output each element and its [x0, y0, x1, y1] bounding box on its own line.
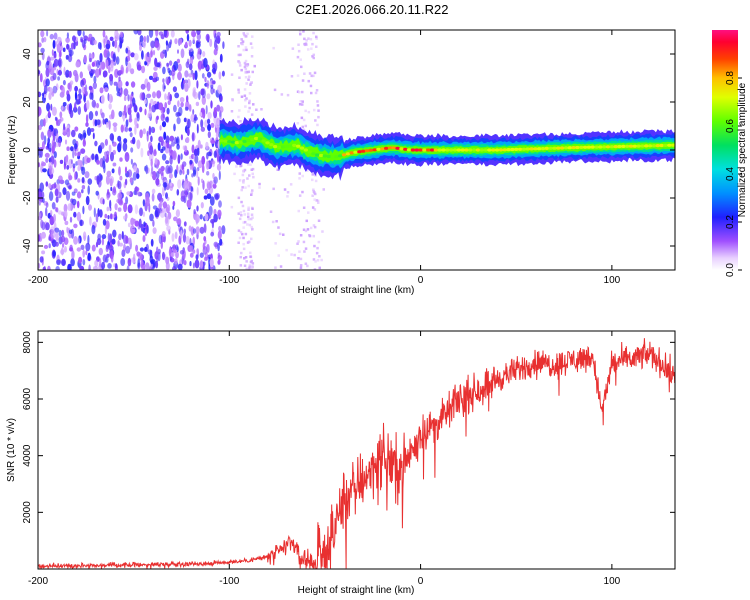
chart-title: C2E1.2026.066.20.11.R22 — [296, 2, 449, 17]
noise-speckle — [38, 30, 327, 270]
colorbar-tick-label: 0.6 — [725, 119, 736, 133]
colorbar-tick-label: 0.4 — [725, 167, 736, 181]
heatmap-x-tick-label: -100 — [219, 275, 239, 286]
colorbar-tick-label: 0.2 — [725, 215, 736, 229]
heatmap-y-tick-label: -20 — [22, 190, 33, 205]
snr-x-tick-label: -100 — [219, 576, 239, 587]
heatmap-x-tick-label: 100 — [604, 275, 621, 286]
colorbar-gradient — [712, 30, 738, 270]
heatmap-x-tick-label: 0 — [418, 275, 424, 286]
snr-ticks: -200 -100 0 100 2000 4000 6000 8000 — [22, 331, 675, 587]
heatmap-y-tick-label: 0 — [22, 147, 33, 153]
colorbar-tick-label: 0.0 — [725, 263, 736, 277]
colorbar-tick-label: 0.8 — [725, 71, 736, 85]
snr-x-axis-label: Height of straight line (km) — [298, 585, 415, 596]
heatmap-x-axis-label: Height of straight line (km) — [298, 285, 415, 296]
heatmap-y-tick-label: 40 — [22, 48, 33, 60]
snr-y-tick-label: 4000 — [22, 444, 33, 467]
snr-y-axis-label: SNR (10 * v/v) — [6, 418, 17, 482]
snr-x-tick-label: 100 — [604, 576, 621, 587]
snr-series-line — [38, 338, 675, 569]
carrier-trace — [219, 116, 675, 181]
snr-plot-area — [38, 338, 675, 569]
heatmap-x-tick-label: -200 — [28, 275, 48, 286]
snr-y-tick-label: 2000 — [22, 501, 33, 524]
colorbar-label: Normalized spectral amplitude — [737, 82, 748, 217]
snr-panel: -200 -100 0 100 2000 4000 6000 8000 Height of s… — [6, 330, 676, 596]
snr-y-tick-label: 6000 — [22, 387, 33, 410]
snr-x-tick-label: 0 — [418, 576, 424, 587]
snr-x-tick-label: -200 — [28, 576, 48, 587]
heatmap-y-tick-label: 20 — [22, 96, 33, 108]
colorbar-ticks: 0.0 0.2 0.4 0.6 0.8 — [725, 71, 742, 277]
snr-y-tick-label: 8000 — [22, 331, 33, 354]
colorbar: 0.0 0.2 0.4 0.6 0.8 Normalized spectral ampl… — [712, 30, 748, 277]
snr-frame — [37, 330, 676, 570]
heatmap-y-axis-label: Frequency (Hz) — [7, 116, 18, 185]
heatmap-plot-area — [38, 30, 675, 270]
heatmap-y-tick-label: -40 — [22, 238, 33, 253]
